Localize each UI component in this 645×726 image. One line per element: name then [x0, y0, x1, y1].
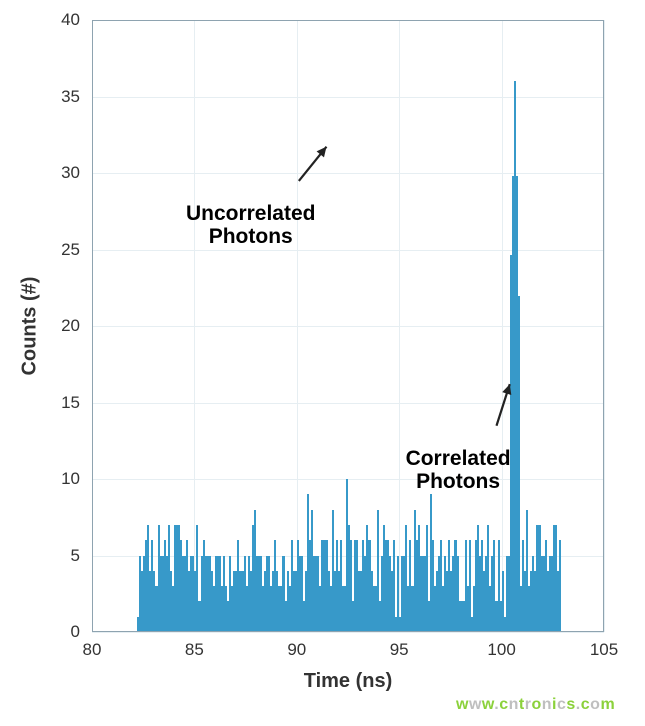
annotation-correlated: Correlated Photons	[406, 447, 511, 493]
histogram-plot: Uncorrelated Photons Correlated Photons	[92, 20, 604, 632]
x-tick: 80	[83, 640, 102, 660]
watermark: www.cntronics.com	[456, 696, 615, 714]
x-axis-title: Time (ns)	[304, 670, 393, 693]
x-tick: 85	[185, 640, 204, 660]
bar	[559, 540, 561, 632]
x-tick: 100	[487, 640, 515, 660]
x-tick: 105	[590, 640, 618, 660]
x-tick: 95	[390, 640, 409, 660]
y-axis-title: Counts (#)	[19, 277, 42, 376]
bar	[518, 296, 520, 632]
x-tick: 90	[287, 640, 306, 660]
annotation-uncorrelated: Uncorrelated Photons	[186, 202, 316, 248]
